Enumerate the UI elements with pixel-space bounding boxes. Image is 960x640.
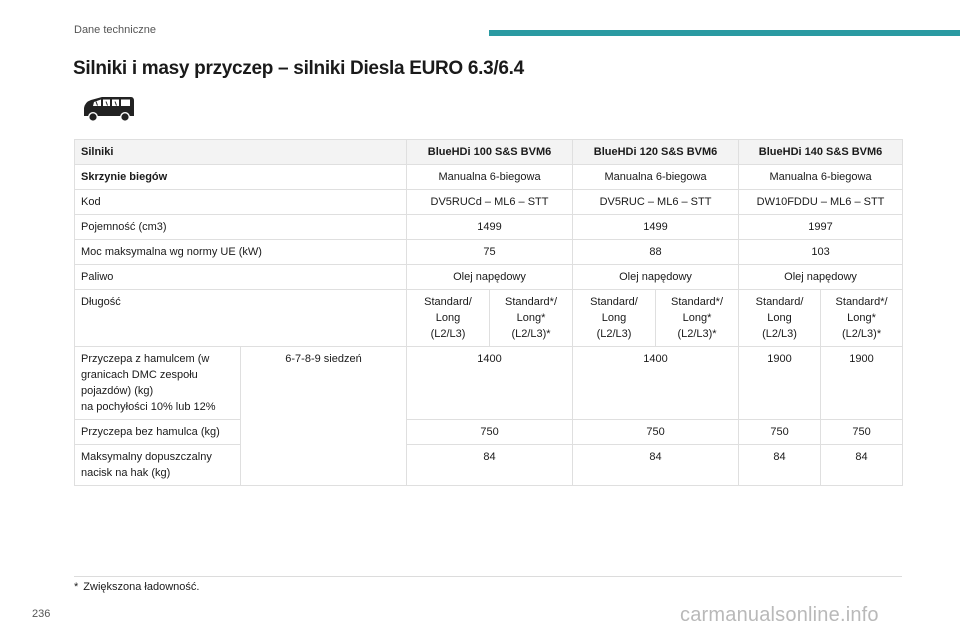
section-label: Dane techniczne	[74, 24, 156, 36]
label-unbraked-trailer: Przyczepa bez hamulca (kg)	[74, 419, 241, 445]
footnote: * Zwiększona ładowność.	[74, 581, 199, 593]
fuel-value: Olej napędowy	[738, 264, 904, 290]
table-row-capacity: Pojemność (cm3) 1499 1499 1997	[74, 214, 904, 240]
braked-trailer-value: 1900	[820, 346, 904, 420]
power-value: 88	[572, 239, 740, 265]
length-value: Standard*/ Long* (L2/L3)*	[655, 289, 740, 347]
fuel-value: Olej napędowy	[572, 264, 740, 290]
label-engines: Silniki	[74, 139, 407, 165]
hitch-load-value: 84	[820, 444, 904, 486]
footnote-marker: *	[74, 581, 79, 593]
table-row-unbraked-trailer: Przyczepa bez hamulca (kg) 750 750 750 7…	[74, 419, 904, 445]
code-value: DV5RUC – ML6 – STT	[572, 189, 740, 215]
braked-trailer-value: 1900	[738, 346, 822, 420]
hitch-load-value: 84	[572, 444, 740, 486]
gearbox-value: Manualna 6-biegowa	[405, 164, 574, 190]
label-length: Długość	[74, 289, 407, 347]
table-row-hitch-load: Maksymalny dopuszczalny nacisk na hak (k…	[74, 444, 904, 486]
table-row-engines: Silniki BlueHDi 100 S&S BVM6 BlueHDi 120…	[74, 139, 904, 165]
table-row-length: Długość Standard/ Long (L2/L3) Standard*…	[74, 289, 904, 347]
engine-spec-table: Silniki BlueHDi 100 S&S BVM6 BlueHDi 120…	[74, 139, 904, 486]
page-title: Silniki i masy przyczep – silniki Diesla…	[73, 58, 524, 79]
label-gearbox: Skrzynie biegów	[74, 164, 407, 190]
label-code: Kod	[74, 189, 407, 215]
engine-bluehdi-140: BlueHDi 140 S&S BVM6	[738, 139, 904, 165]
watermark: carmanualsonline.info	[680, 604, 879, 626]
seats-label: 6-7-8-9 siedzeń	[240, 346, 407, 486]
header-accent-bar	[489, 30, 960, 36]
length-value: Standard/ Long (L2/L3)	[406, 289, 490, 347]
unbraked-trailer-value: 750	[405, 419, 574, 445]
braked-trailer-value: 1400	[572, 346, 740, 420]
length-value: Standard*/ Long* (L2/L3)*	[488, 289, 574, 347]
length-value: Standard*/ Long* (L2/L3)*	[820, 289, 904, 347]
gearbox-value: Manualna 6-biegowa	[738, 164, 904, 190]
van-icon	[84, 97, 134, 123]
fuel-value: Olej napędowy	[405, 264, 574, 290]
length-value: Standard/ Long (L2/L3)	[738, 289, 822, 347]
table-row-power: Moc maksymalna wg normy UE (kW) 75 88 10…	[74, 239, 904, 265]
footnote-divider	[74, 576, 902, 577]
power-value: 103	[738, 239, 904, 265]
power-value: 75	[405, 239, 574, 265]
hitch-load-value: 84	[405, 444, 574, 486]
label-power: Moc maksymalna wg normy UE (kW)	[74, 239, 407, 265]
label-hitch-load: Maksymalny dopuszczalny nacisk na hak (k…	[74, 444, 241, 486]
length-value: Standard/ Long (L2/L3)	[572, 289, 657, 347]
table-row-code: Kod DV5RUCd – ML6 – STT DV5RUC – ML6 – S…	[74, 189, 904, 215]
label-braked-trailer: Przyczepa z hamulcem (w granicach DMC ze…	[74, 346, 241, 420]
footnote-text: Zwiększona ładowność.	[83, 581, 200, 593]
unbraked-trailer-value: 750	[738, 419, 822, 445]
braked-trailer-value: 1400	[405, 346, 574, 420]
capacity-value: 1499	[405, 214, 574, 240]
capacity-value: 1499	[572, 214, 740, 240]
engine-bluehdi-120: BlueHDi 120 S&S BVM6	[572, 139, 740, 165]
gearbox-value: Manualna 6-biegowa	[572, 164, 740, 190]
unbraked-trailer-value: 750	[820, 419, 904, 445]
hitch-load-value: 84	[738, 444, 822, 486]
code-value: DW10FDDU – ML6 – STT	[738, 189, 904, 215]
table-row-braked-trailer: Przyczepa z hamulcem (w granicach DMC ze…	[74, 346, 904, 486]
page-number: 236	[32, 608, 51, 620]
unbraked-trailer-value: 750	[572, 419, 740, 445]
engine-bluehdi-100: BlueHDi 100 S&S BVM6	[405, 139, 574, 165]
code-value: DV5RUCd – ML6 – STT	[405, 189, 574, 215]
table-row-gearbox: Skrzynie biegów Manualna 6-biegowa Manua…	[74, 164, 904, 190]
label-fuel: Paliwo	[74, 264, 407, 290]
table-row-fuel: Paliwo Olej napędowy Olej napędowy Olej …	[74, 264, 904, 290]
capacity-value: 1997	[738, 214, 904, 240]
label-capacity: Pojemność (cm3)	[74, 214, 407, 240]
